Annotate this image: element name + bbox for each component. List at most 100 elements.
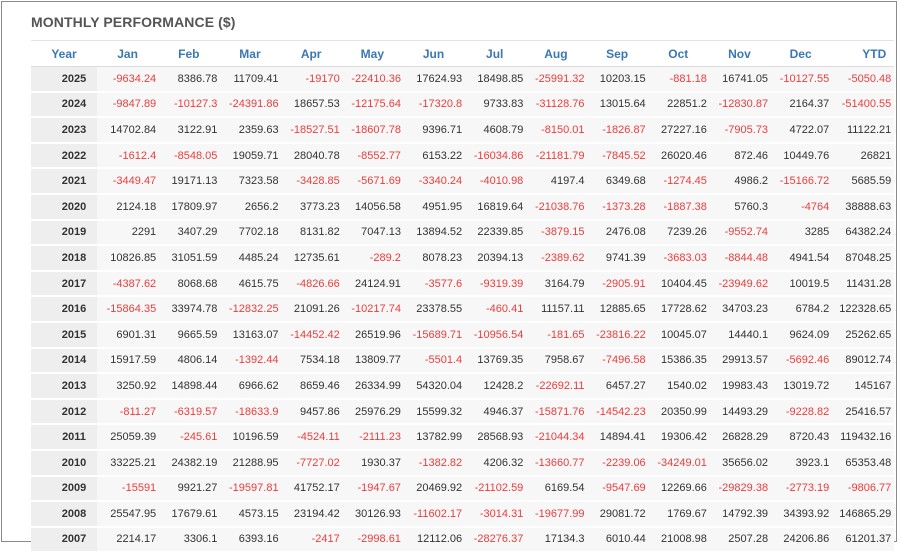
ytd-cell: -5050.48 — [831, 66, 895, 93]
month-value-cell: 8068.68 — [158, 270, 220, 298]
month-value-cell: 34703.23 — [708, 296, 771, 323]
month-value-cell: 13163.07 — [219, 321, 281, 349]
year-cell: 2022 — [31, 142, 97, 170]
month-value-cell: 6010.44 — [586, 526, 648, 553]
month-value-cell: 16819.64 — [464, 193, 526, 221]
month-value-cell: 9665.59 — [158, 321, 220, 349]
month-value-cell: -8552.77 — [341, 142, 403, 170]
month-value-cell: 31051.59 — [158, 245, 220, 272]
month-value-cell: 7958.67 — [525, 347, 587, 375]
month-value-cell: -7845.52 — [586, 142, 648, 170]
month-value-cell: -13660.77 — [525, 449, 587, 477]
month-value-cell: -1373.28 — [586, 193, 648, 221]
month-value-cell: -17320.8 — [402, 91, 465, 119]
month-value-cell: -1612.4 — [97, 142, 159, 170]
month-value-cell: -10956.54 — [464, 321, 526, 349]
month-value-cell: 26334.99 — [341, 373, 403, 400]
month-value-cell: -2417 — [280, 526, 342, 553]
table-row: 2025 -9634.24 8386.78 11709.41 -19170 -22410.… — [31, 66, 895, 93]
month-value-cell: 3306.1 — [158, 526, 220, 553]
month-value-cell: 9457.86 — [280, 398, 342, 426]
month-value-cell: 34393.92 — [770, 501, 832, 528]
month-value-cell: -4524.11 — [280, 424, 342, 451]
month-value-cell: 5760.3 — [708, 193, 771, 221]
month-value-cell: -21038.76 — [525, 193, 587, 221]
month-value-cell: -24391.86 — [219, 91, 281, 119]
month-value-cell: 7702.18 — [219, 219, 281, 247]
month-value-cell: 4806.14 — [158, 347, 220, 375]
month-value-cell: -7727.02 — [280, 449, 342, 477]
year-cell: 2018 — [31, 245, 97, 272]
table-header-row: Year Jan Feb Mar Apr May Jun Jul Aug Sep Oct Nov Dec… — [31, 40, 895, 67]
month-value-cell: 29081.72 — [586, 501, 648, 528]
month-value-cell: 22851.2 — [647, 91, 709, 119]
month-value-cell: -29829.38 — [708, 475, 771, 503]
month-value-cell: -31128.76 — [525, 91, 587, 119]
table-row: 2009 -15591 9921.27 -19597.81 41752.17 -1947.… — [31, 475, 895, 503]
month-value-cell: 19306.42 — [647, 424, 709, 451]
month-value-cell: 14894.41 — [586, 424, 648, 451]
month-value-cell: 20394.13 — [464, 245, 526, 272]
month-value-cell: 15386.35 — [647, 347, 709, 375]
month-value-cell: 33974.78 — [158, 296, 220, 323]
month-value-cell: 12885.65 — [586, 296, 648, 323]
month-value-cell: 9624.09 — [770, 321, 832, 349]
table-row: 2023 14702.84 3122.91 2359.63 -18527.51 -1860… — [31, 117, 895, 144]
month-value-cell: 17624.93 — [402, 66, 465, 93]
month-value-cell: 15599.32 — [402, 398, 465, 426]
month-value-cell: 4941.54 — [770, 245, 832, 272]
month-value-cell: 3407.29 — [158, 219, 220, 247]
month-value-cell: 17134.3 — [525, 526, 587, 553]
month-value-cell: -7496.58 — [586, 347, 648, 375]
month-value-cell: -4826.66 — [280, 270, 342, 298]
month-value-cell: -8150.01 — [525, 117, 587, 144]
month-value-cell: 2476.08 — [586, 219, 648, 247]
month-value-cell: -8844.48 — [708, 245, 771, 272]
month-value-cell: 41752.17 — [280, 475, 342, 503]
column-header-feb: Feb — [158, 40, 220, 67]
column-header-jul: Jul — [464, 40, 526, 67]
month-value-cell: 14440.1 — [708, 321, 771, 349]
month-value-cell: 4986.2 — [708, 168, 771, 195]
ytd-cell: 61201.37 — [831, 526, 895, 553]
ytd-cell: 146865.29 — [831, 501, 895, 528]
month-value-cell: -245.61 — [158, 424, 220, 451]
month-value-cell: 13782.99 — [402, 424, 465, 451]
month-value-cell: -9634.24 — [97, 66, 159, 93]
year-cell: 2019 — [31, 219, 97, 247]
table-row: 2011 25059.39 -245.61 10196.59 -4524.11 -2111… — [31, 424, 895, 451]
month-value-cell: -21044.34 — [525, 424, 587, 451]
month-value-cell: 9396.71 — [402, 117, 465, 144]
month-value-cell: 35656.02 — [708, 449, 771, 477]
table-row: 2008 25547.95 17679.61 4573.15 23194.42 30126… — [31, 501, 895, 528]
month-value-cell: 3250.92 — [97, 373, 159, 400]
month-value-cell: -3340.24 — [402, 168, 465, 195]
table-row: 2007 2214.17 3306.1 6393.16 -2417 -2998.61 121… — [31, 526, 895, 553]
year-cell: 2009 — [31, 475, 97, 503]
month-value-cell: -21102.59 — [464, 475, 526, 503]
month-value-cell: -19170 — [280, 66, 342, 93]
month-value-cell: 23378.55 — [402, 296, 465, 323]
month-value-cell: 11709.41 — [219, 66, 281, 93]
month-value-cell: -5692.46 — [770, 347, 832, 375]
month-value-cell: 29913.57 — [708, 347, 771, 375]
month-value-cell: 2359.63 — [219, 117, 281, 144]
ytd-cell: 119432.16 — [831, 424, 895, 451]
month-value-cell: 25976.29 — [341, 398, 403, 426]
month-value-cell: -15864.35 — [97, 296, 159, 323]
month-value-cell: 14702.84 — [97, 117, 159, 144]
month-value-cell: 12735.61 — [280, 245, 342, 272]
month-value-cell: -3879.15 — [525, 219, 587, 247]
month-value-cell: -3577.6 — [402, 270, 465, 298]
month-value-cell: -18527.51 — [280, 117, 342, 144]
month-value-cell: 13769.35 — [464, 347, 526, 375]
year-cell: 2025 — [31, 66, 97, 93]
month-value-cell: 24124.91 — [341, 270, 403, 298]
month-value-cell: -9547.69 — [586, 475, 648, 503]
ytd-cell: 11122.21 — [831, 117, 895, 144]
ytd-cell: 122328.65 — [831, 296, 895, 323]
year-cell: 2024 — [31, 91, 97, 119]
month-value-cell: 13015.64 — [586, 91, 648, 119]
year-cell: 2011 — [31, 424, 97, 451]
month-value-cell: 7323.58 — [219, 168, 281, 195]
